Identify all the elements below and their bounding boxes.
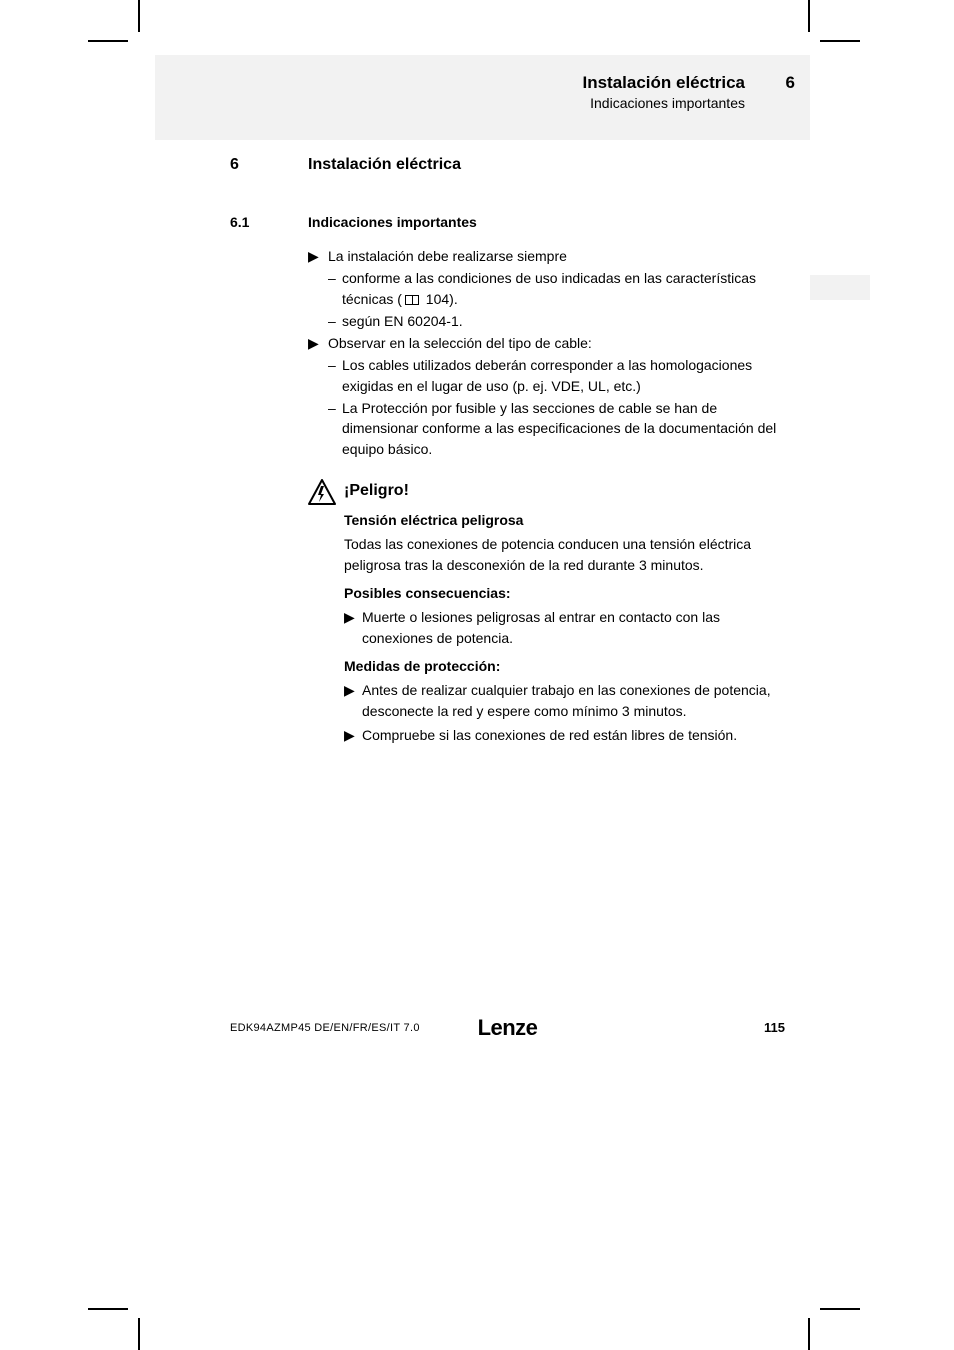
crop-mark	[820, 40, 860, 42]
danger-paragraph: Todas las conexiones de potencia conduce…	[344, 534, 785, 575]
list-item-text: Los cables utilizados deberán correspond…	[342, 355, 785, 396]
list-item-text: Muerte o lesiones peligrosas al entrar e…	[362, 607, 785, 648]
list-item-text: Antes de realizar cualquier trabajo en l…	[362, 680, 785, 721]
triangle-bullet-icon: ▶	[344, 725, 362, 745]
triangle-bullet-icon: ▶	[308, 333, 328, 353]
list-item: ▶ Observar en la selección del tipo de c…	[308, 333, 785, 353]
list-item: ▶ Muerte o lesiones peligrosas al entrar…	[344, 607, 785, 648]
subsection-title: Indicaciones importantes	[308, 214, 477, 230]
danger-callout: ¡Peligro! Tensión eléctrica peligrosa To…	[308, 479, 785, 749]
section-heading: 6 Instalación eléctrica	[230, 156, 785, 174]
subsection-number: 6.1	[230, 214, 308, 230]
subsection-heading: 6.1 Indicaciones importantes	[230, 214, 785, 230]
crop-mark	[88, 40, 128, 42]
triangle-bullet-icon: ▶	[308, 246, 328, 266]
list-item-text: La instalación debe realizarse siempre	[328, 246, 567, 266]
crop-mark	[138, 0, 140, 32]
crop-mark	[808, 1318, 810, 1350]
list-item-text: según EN 60204-1.	[342, 311, 463, 331]
list-item: ▶ Compruebe si las conexiones de red est…	[344, 725, 785, 745]
dash-bullet-icon: –	[328, 398, 342, 459]
list-item-text: Observar en la selección del tipo de cab…	[328, 333, 592, 353]
danger-subheading: Tensión eléctrica peligrosa	[344, 510, 785, 530]
section-title: Instalación eléctrica	[308, 156, 461, 174]
danger-subheading: Medidas de protección:	[344, 656, 785, 676]
brand-logo: Lenze	[478, 1015, 538, 1041]
page-header: Instalación eléctrica Indicaciones impor…	[155, 55, 810, 140]
tab-marker	[810, 275, 870, 300]
dash-bullet-icon: –	[328, 311, 342, 331]
list-item: – La Protección por fusible y las seccio…	[328, 398, 785, 459]
section-number: 6	[230, 156, 308, 174]
header-chapter-number: 6	[786, 73, 795, 93]
triangle-bullet-icon: ▶	[344, 607, 362, 648]
crop-mark	[808, 0, 810, 32]
footer-document-id: EDK94AZMP45 DE/EN/FR/ES/IT 7.0	[230, 1022, 420, 1034]
page-number: 115	[764, 1020, 785, 1035]
danger-icon	[308, 479, 336, 505]
dash-bullet-icon: –	[328, 355, 342, 396]
header-title: Instalación eléctrica	[582, 73, 745, 93]
triangle-bullet-icon: ▶	[344, 680, 362, 721]
crop-mark	[88, 1308, 128, 1310]
book-reference-icon	[405, 295, 419, 305]
list-item-text: Compruebe si las conexiones de red están…	[362, 725, 737, 745]
crop-mark	[138, 1318, 140, 1350]
list-item: ▶ Antes de realizar cualquier trabajo en…	[344, 680, 785, 721]
list-item: ▶ La instalación debe realizarse siempre	[308, 246, 785, 266]
list-item-text: conforme a las condiciones de uso indica…	[342, 268, 785, 309]
bullet-list: ▶ La instalación debe realizarse siempre…	[308, 246, 785, 459]
list-item: – Los cables utilizados deberán correspo…	[328, 355, 785, 396]
crop-mark	[820, 1308, 860, 1310]
header-subtitle: Indicaciones importantes	[582, 95, 745, 111]
danger-subheading: Posibles consecuencias:	[344, 583, 785, 603]
list-item: – según EN 60204-1.	[328, 311, 785, 331]
page-footer: EDK94AZMP45 DE/EN/FR/ES/IT 7.0 Lenze 115	[230, 1020, 785, 1035]
dash-bullet-icon: –	[328, 268, 342, 309]
danger-title: ¡Peligro!	[344, 479, 785, 502]
list-item-text: La Protección por fusible y las seccione…	[342, 398, 785, 459]
page-content: 6 Instalación eléctrica 6.1 Indicaciones…	[230, 156, 785, 749]
list-item: – conforme a las condiciones de uso indi…	[328, 268, 785, 309]
